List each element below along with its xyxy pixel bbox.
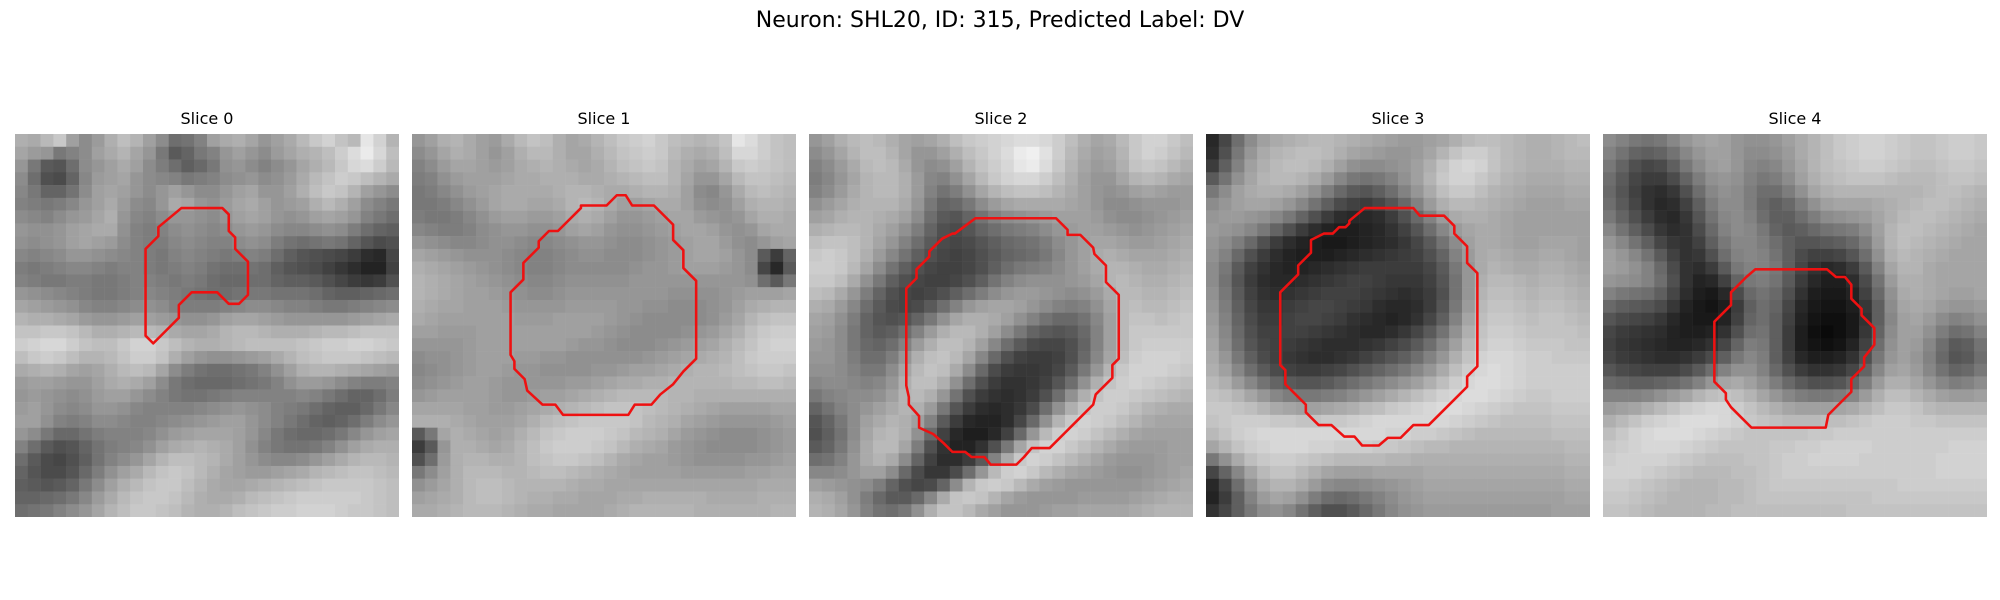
neuron-contour <box>1278 206 1479 447</box>
slice-image-4 <box>1603 134 1987 517</box>
grayscale-pixel-grid <box>1603 134 1987 517</box>
panel-title-slice-2: Slice 2 <box>974 109 1028 128</box>
neuron-contour <box>1713 268 1876 429</box>
panel-title-slice-4: Slice 4 <box>1768 109 1822 128</box>
panel-title-slice-0: Slice 0 <box>180 109 234 128</box>
neuron-contour <box>904 216 1121 466</box>
grayscale-pixel-grid <box>809 134 1193 517</box>
slice-image-3 <box>1206 134 1590 517</box>
slice-image-1 <box>412 134 796 517</box>
slice-image-0 <box>15 134 399 517</box>
figure-title: Neuron: SHL20, ID: 315, Predicted Label:… <box>755 8 1245 33</box>
grayscale-pixel-grid <box>15 134 399 517</box>
slice-image-2 <box>809 134 1193 517</box>
grayscale-pixel-grid <box>412 134 796 517</box>
neuron-contour <box>144 206 250 345</box>
panel-title-slice-3: Slice 3 <box>1371 109 1425 128</box>
panel-title-slice-1: Slice 1 <box>577 109 631 128</box>
grayscale-pixel-grid <box>1206 134 1590 517</box>
neuron-contour <box>509 194 698 417</box>
